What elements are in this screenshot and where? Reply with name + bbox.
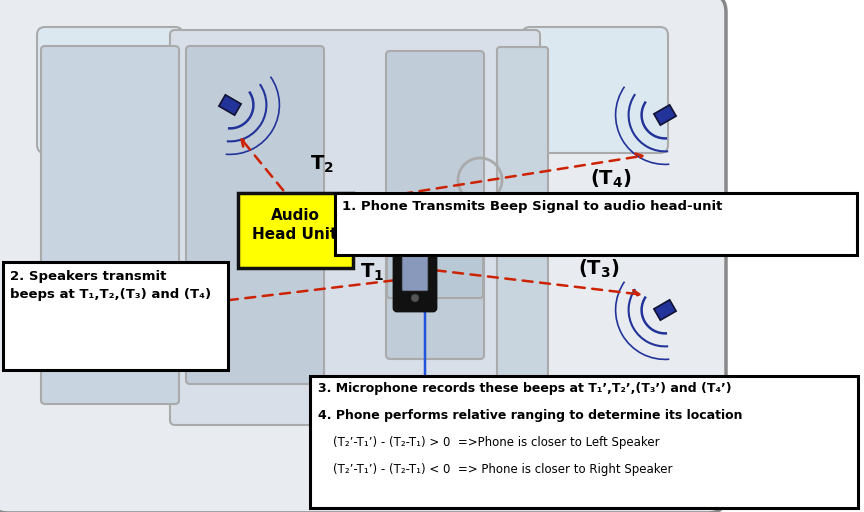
Polygon shape <box>219 95 241 115</box>
Text: $\mathbf{(T_4)}$: $\mathbf{(T_4)}$ <box>590 168 632 190</box>
Text: 2. Speakers transmit
beeps at T₁,T₂,(T₃) and (T₄): 2. Speakers transmit beeps at T₁,T₂,(T₃)… <box>10 270 211 301</box>
FancyBboxPatch shape <box>402 247 428 291</box>
FancyBboxPatch shape <box>387 197 483 298</box>
Text: (T₂’-T₁’) - (T₂-T₁) > 0  =>Phone is closer to Left Speaker: (T₂’-T₁’) - (T₂-T₁) > 0 =>Phone is close… <box>318 436 659 449</box>
FancyBboxPatch shape <box>386 211 484 359</box>
FancyBboxPatch shape <box>41 46 179 404</box>
Text: Audio
Head Unit: Audio Head Unit <box>252 208 338 242</box>
FancyBboxPatch shape <box>335 193 857 255</box>
FancyBboxPatch shape <box>186 46 324 384</box>
Text: (T₂’-T₁’) - (T₂-T₁) < 0  => Phone is closer to Right Speaker: (T₂’-T₁’) - (T₂-T₁) < 0 => Phone is clos… <box>318 463 672 476</box>
FancyBboxPatch shape <box>394 229 436 311</box>
Text: 1. Phone Transmits Beep Signal to audio head-unit: 1. Phone Transmits Beep Signal to audio … <box>342 200 722 213</box>
Polygon shape <box>654 105 677 125</box>
FancyBboxPatch shape <box>37 27 183 153</box>
FancyBboxPatch shape <box>238 193 353 267</box>
Text: $\mathbf{T_2}$: $\mathbf{T_2}$ <box>310 154 334 175</box>
Text: 4. Phone performs relative ranging to determine its location: 4. Phone performs relative ranging to de… <box>318 409 742 422</box>
Polygon shape <box>654 300 677 320</box>
FancyBboxPatch shape <box>310 376 858 508</box>
Text: 3. Microphone records these beeps at T₁’,T₂’,(T₃’) and (T₄’): 3. Microphone records these beeps at T₁’… <box>318 382 732 395</box>
FancyBboxPatch shape <box>522 27 668 153</box>
Circle shape <box>411 294 419 302</box>
Text: $\mathbf{(T_3)}$: $\mathbf{(T_3)}$ <box>578 258 619 280</box>
FancyBboxPatch shape <box>170 30 540 425</box>
FancyBboxPatch shape <box>386 51 484 199</box>
FancyBboxPatch shape <box>3 262 228 370</box>
FancyBboxPatch shape <box>497 47 548 408</box>
Text: $\mathbf{T_1}$: $\mathbf{T_1}$ <box>360 262 384 283</box>
FancyBboxPatch shape <box>0 0 726 512</box>
Polygon shape <box>154 305 176 325</box>
